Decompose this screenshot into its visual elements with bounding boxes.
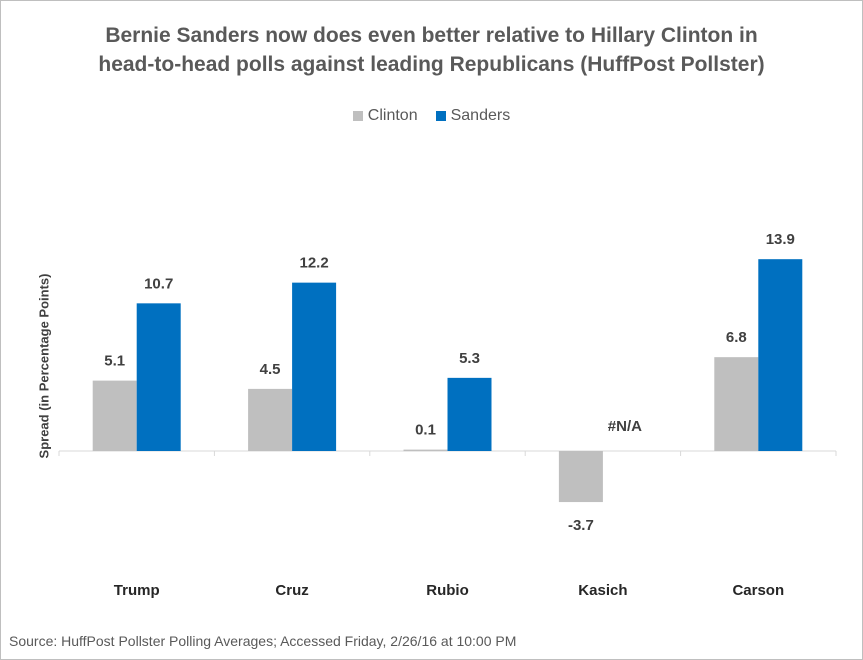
data-label-clinton-cruz: 4.5 <box>260 361 281 378</box>
data-label-clinton-kasich: -3.7 <box>568 517 594 534</box>
legend-swatch-sanders <box>435 111 446 121</box>
data-label-sanders-cruz: 12.2 <box>299 255 328 272</box>
data-label-clinton-trump: 5.1 <box>104 353 125 370</box>
legend-label-sanders: Sanders <box>450 107 511 124</box>
data-label-clinton-rubio: 0.1 <box>415 422 436 439</box>
category-label-rubio: Rubio <box>426 582 469 599</box>
data-label-sanders-rubio: 5.3 <box>459 350 480 367</box>
source-note: Source: HuffPost Pollster Polling Averag… <box>9 633 517 649</box>
chart-title-line-1: Bernie Sanders now does even better rela… <box>105 24 758 47</box>
category-label-trump: Trump <box>114 582 160 599</box>
bar-clinton-rubio <box>403 449 448 452</box>
legend-item-sanders: Sanders <box>435 107 511 125</box>
chart-title-line-2: head-to-head polls against leading Repub… <box>98 53 765 76</box>
bar-sanders-trump <box>136 303 181 451</box>
legend: Clinton Sanders <box>1 107 862 125</box>
chart-title: Bernie Sanders now does even better rela… <box>1 21 862 79</box>
legend-label-clinton: Clinton <box>367 107 418 124</box>
bar-clinton-kasich <box>558 451 603 503</box>
legend-item-clinton: Clinton <box>352 107 418 125</box>
data-label-sanders-carson: 13.9 <box>766 231 795 248</box>
category-label-cruz: Cruz <box>275 582 308 599</box>
bar-clinton-trump <box>92 380 137 451</box>
legend-swatch-clinton <box>352 111 363 121</box>
bar-sanders-rubio <box>447 377 492 451</box>
bar-sanders-carson <box>758 259 803 451</box>
category-label-kasich: Kasich <box>578 582 627 599</box>
bar-clinton-carson <box>714 357 759 451</box>
bar-sanders-cruz <box>292 282 337 451</box>
data-label-sanders-trump: 10.7 <box>144 275 173 292</box>
data-label-clinton-carson: 6.8 <box>726 329 747 346</box>
data-label-sanders-kasich: #N/A <box>608 418 642 435</box>
bar-clinton-cruz <box>248 388 293 451</box>
category-label-carson: Carson <box>732 582 784 599</box>
